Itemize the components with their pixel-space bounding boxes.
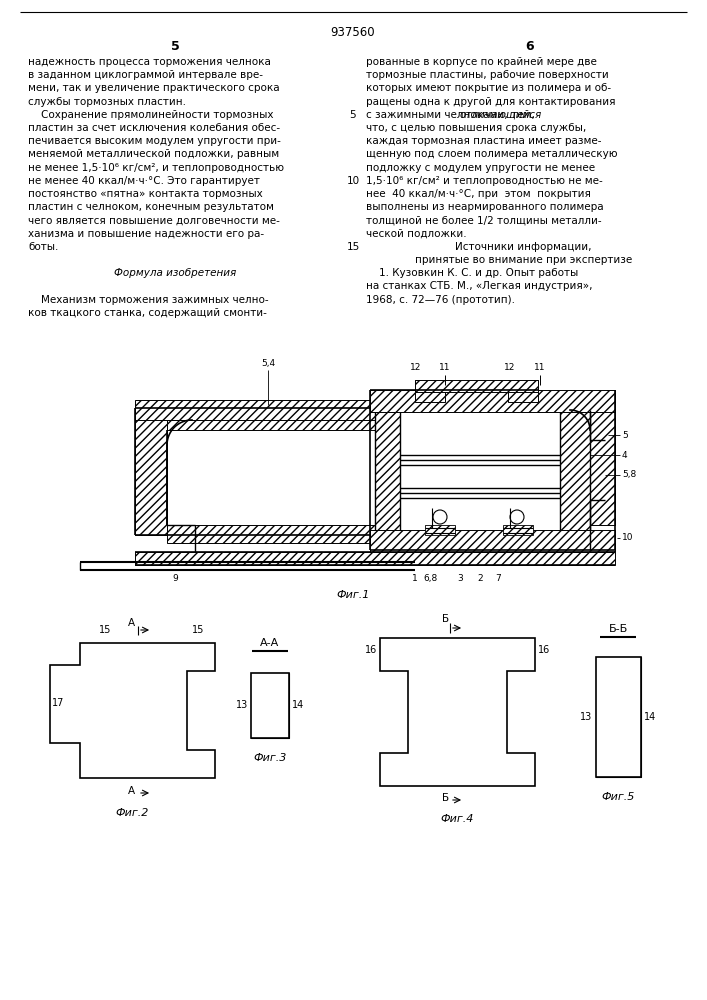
Text: 14: 14 — [643, 712, 656, 722]
Text: отличающийся: отличающийся — [459, 110, 542, 120]
Bar — [370, 390, 615, 412]
Text: 5,4: 5,4 — [261, 359, 275, 368]
Bar — [375, 412, 400, 530]
Text: 5: 5 — [350, 110, 356, 120]
Text: с зажимными челноками,: с зажимными челноками, — [366, 110, 511, 120]
Text: не менее 40 ккал/м·ч·°С. Это гарантирует: не менее 40 ккал/м·ч·°С. Это гарантирует — [28, 176, 260, 186]
Text: 1968, с. 72—76 (прототип).: 1968, с. 72—76 (прототип). — [366, 295, 515, 305]
Text: 7: 7 — [495, 574, 501, 583]
Text: 10: 10 — [622, 534, 633, 542]
Text: Фиг.1: Фиг.1 — [337, 590, 370, 600]
Bar — [503, 525, 533, 535]
Text: 5: 5 — [622, 430, 628, 440]
Bar — [425, 525, 455, 535]
Bar — [508, 380, 538, 402]
Text: 1. Кузовкин К. С. и др. Опыт работы: 1. Кузовкин К. С. и др. Опыт работы — [366, 268, 578, 278]
Text: пластин с челноком, конечным результатом: пластин с челноком, конечным результатом — [28, 202, 274, 212]
Text: толщиной не более 1/2 толщины металли-: толщиной не более 1/2 толщины металли- — [366, 215, 602, 225]
Bar — [135, 400, 400, 420]
Text: на станках СТБ. М., «Легкая индустрия»,: на станках СТБ. М., «Легкая индустрия», — [366, 281, 592, 291]
Text: что, с целью повышения срока службы,: что, с целью повышения срока службы, — [366, 123, 586, 133]
Text: 15: 15 — [192, 625, 204, 635]
Text: 15: 15 — [99, 625, 111, 635]
Text: тормозные пластины, рабочие поверхности: тормозные пластины, рабочие поверхности — [366, 70, 609, 80]
Text: надежность процесса торможения челнока: надежность процесса торможения челнока — [28, 57, 271, 67]
Bar — [415, 380, 538, 392]
Text: ращены одна к другой для контактирования: ращены одна к другой для контактирования — [366, 97, 616, 107]
Bar — [560, 412, 590, 530]
Text: 4: 4 — [622, 450, 628, 460]
Text: 17: 17 — [52, 698, 64, 708]
Text: 14: 14 — [292, 700, 304, 710]
Bar — [135, 552, 615, 565]
Text: нее  40 ккал/м·ч·°С, при  этом  покрытия: нее 40 ккал/м·ч·°С, при этом покрытия — [366, 189, 591, 199]
Text: Б: Б — [442, 614, 449, 624]
Text: 6,8: 6,8 — [423, 574, 437, 583]
Text: 16: 16 — [365, 645, 377, 655]
Text: А: А — [128, 786, 135, 796]
Bar — [370, 530, 615, 552]
Bar — [415, 380, 445, 402]
Text: 9: 9 — [172, 574, 178, 583]
Text: ханизма и повышение надежности его ра-: ханизма и повышение надежности его ра- — [28, 229, 264, 239]
Text: 6: 6 — [526, 40, 534, 53]
Text: 13: 13 — [235, 700, 248, 710]
Text: меняемой металлической подложки, равным: меняемой металлической подложки, равным — [28, 149, 279, 159]
Bar — [135, 408, 167, 535]
Text: Фиг.3: Фиг.3 — [253, 753, 286, 763]
Text: выполнены из неармированного полимера: выполнены из неармированного полимера — [366, 202, 604, 212]
Text: Фиг.2: Фиг.2 — [116, 808, 149, 818]
Text: ческой подложки.: ческой подложки. — [366, 229, 467, 239]
Text: 5: 5 — [170, 40, 180, 53]
Text: Механизм торможения зажимных челно-: Механизм торможения зажимных челно- — [28, 295, 269, 305]
Text: каждая тормозная пластина имеет разме-: каждая тормозная пластина имеет разме- — [366, 136, 602, 146]
Text: Источники информации,: Источники информации, — [455, 242, 592, 252]
Text: 12: 12 — [410, 363, 421, 372]
Text: рованные в корпусе по крайней мере две: рованные в корпусе по крайней мере две — [366, 57, 597, 67]
Text: щенную под слоем полимера металлическую: щенную под слоем полимера металлическую — [366, 149, 617, 159]
Text: Сохранение прямолинейности тормозных: Сохранение прямолинейности тормозных — [28, 110, 274, 120]
Text: ков ткацкого станка, содержащий смонти-: ков ткацкого станка, содержащий смонти- — [28, 308, 267, 318]
Text: Б: Б — [442, 793, 449, 803]
Text: мени, так и увеличение практического срока: мени, так и увеличение практического сро… — [28, 83, 280, 93]
Text: чего является повышение долговечности ме-: чего является повышение долговечности ме… — [28, 215, 280, 225]
Text: 3: 3 — [457, 574, 463, 583]
Text: печивается высоким модулем упругости при-: печивается высоким модулем упругости при… — [28, 136, 281, 146]
Text: Формула изобретения: Формула изобретения — [115, 268, 237, 278]
Text: пластин за счет исключения колебания обес-: пластин за счет исключения колебания обе… — [28, 123, 280, 133]
Bar — [167, 525, 400, 543]
Text: А-А: А-А — [260, 638, 280, 648]
Text: 2: 2 — [477, 574, 483, 583]
Text: 13: 13 — [580, 712, 592, 722]
Text: 12: 12 — [504, 363, 515, 372]
Text: 16: 16 — [538, 645, 550, 655]
Text: постоянство «пятна» контакта тормозных: постоянство «пятна» контакта тормозных — [28, 189, 263, 199]
Text: А: А — [128, 618, 135, 628]
Text: 11: 11 — [534, 363, 546, 372]
Text: Фиг.4: Фиг.4 — [440, 814, 474, 824]
Text: Б-Б: Б-Б — [609, 624, 628, 634]
Text: в заданном циклограммой интервале вре-: в заданном циклограммой интервале вре- — [28, 70, 263, 80]
Text: Фиг.5: Фиг.5 — [602, 792, 635, 802]
Text: не менее 1,5·10⁶ кг/см², и теплопроводностью: не менее 1,5·10⁶ кг/см², и теплопроводно… — [28, 163, 284, 173]
Text: 11: 11 — [439, 363, 451, 372]
Text: 15: 15 — [346, 242, 360, 252]
Text: 1,5·10⁶ кг/см² и теплопроводностью не ме-: 1,5·10⁶ кг/см² и теплопроводностью не ме… — [366, 176, 603, 186]
Bar — [167, 420, 400, 430]
Text: подложку с модулем упругости не менее: подложку с модулем упругости не менее — [366, 163, 595, 173]
Text: которых имеют покрытие из полимера и об-: которых имеют покрытие из полимера и об- — [366, 83, 611, 93]
Bar — [590, 410, 615, 525]
Text: принятые во внимание при экспертизе: принятые во внимание при экспертизе — [415, 255, 632, 265]
Text: 10: 10 — [346, 176, 360, 186]
Text: службы тормозных пластин.: службы тормозных пластин. — [28, 97, 186, 107]
Text: 937560: 937560 — [331, 26, 375, 39]
Bar — [251, 673, 289, 738]
Text: 5,8: 5,8 — [622, 471, 636, 480]
Text: 1: 1 — [412, 574, 418, 583]
Bar — [595, 657, 641, 777]
Text: тем,: тем, — [508, 110, 534, 120]
Text: боты.: боты. — [28, 242, 59, 252]
Bar — [251, 673, 289, 738]
Bar — [595, 657, 641, 777]
